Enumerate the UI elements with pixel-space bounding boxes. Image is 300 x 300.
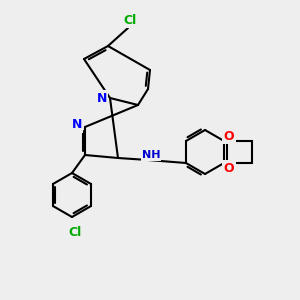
Text: Cl: Cl xyxy=(123,14,136,26)
Text: N: N xyxy=(97,92,107,104)
Text: O: O xyxy=(224,130,234,142)
Text: Cl: Cl xyxy=(68,226,82,238)
Text: NH: NH xyxy=(142,150,160,160)
Text: N: N xyxy=(72,118,82,131)
Text: O: O xyxy=(224,161,234,175)
